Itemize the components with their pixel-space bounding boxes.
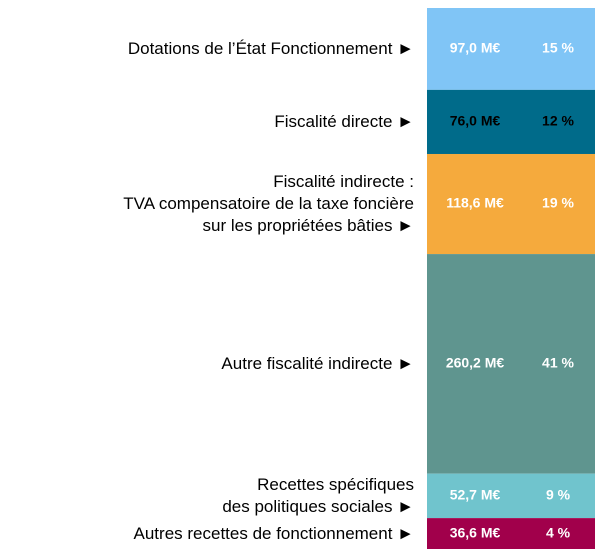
value-label: 76,0 M€ [450, 113, 501, 129]
bar-segment [427, 518, 595, 549]
percent-label: 15 % [542, 40, 574, 56]
legend-label: Autre fiscalité indirecte ► [221, 353, 414, 373]
legend-label: Fiscalité directe ► [274, 111, 414, 131]
bar-segment [427, 8, 595, 90]
value-label: 36,6 M€ [450, 524, 501, 540]
value-label: 118,6 M€ [446, 195, 504, 211]
value-label: 52,7 M€ [450, 487, 501, 503]
bar-segment [427, 254, 595, 474]
percent-label: 12 % [542, 113, 574, 129]
value-label: 97,0 M€ [450, 40, 501, 56]
bar-segment [427, 473, 595, 519]
value-label: 260,2 M€ [446, 355, 505, 371]
percent-label: 41 % [542, 355, 574, 371]
legend-label: Fiscalité indirecte : TVA compensatoire … [123, 171, 414, 236]
percent-label: 4 % [546, 524, 571, 540]
legend-label: Autres recettes de fonctionnement ► [133, 523, 414, 543]
bar-segment [427, 89, 595, 154]
legend-label: Dotations de l’État Fonctionnement ► [127, 38, 414, 58]
percent-label: 19 % [542, 195, 574, 211]
legend-label: Recettes spécifiques des politiques soci… [222, 474, 414, 516]
bar-segment [427, 153, 595, 255]
percent-label: 9 % [546, 487, 571, 503]
